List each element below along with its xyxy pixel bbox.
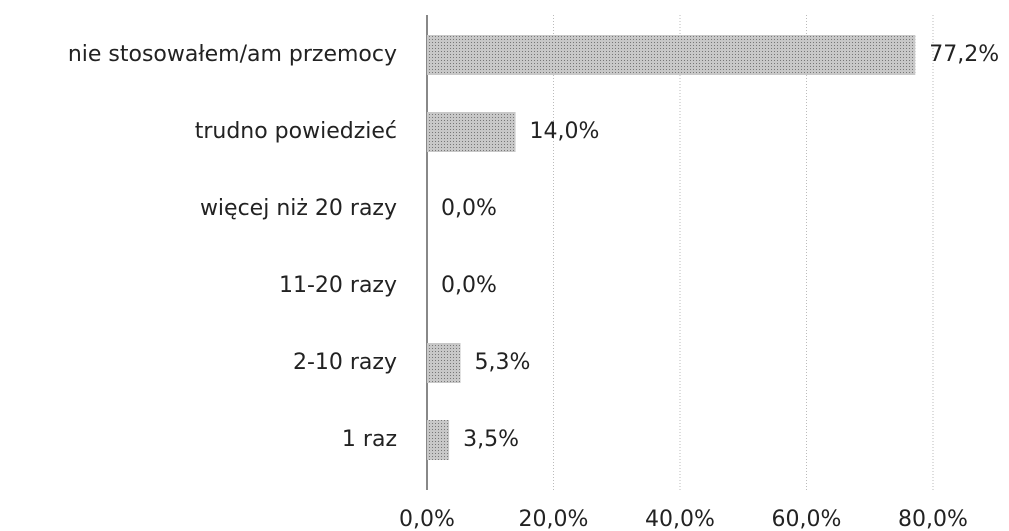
- bar: [427, 343, 461, 383]
- bar: [427, 112, 516, 152]
- y-tick-label: 1 raz: [342, 427, 397, 452]
- x-tick-label: 80,0%: [898, 507, 968, 531]
- data-label: 3,5%: [463, 427, 519, 452]
- bar: [427, 420, 450, 460]
- data-label: 0,0%: [441, 196, 497, 221]
- data-label: 5,3%: [475, 350, 531, 375]
- y-tick-label: trudno powiedzieć: [195, 119, 397, 144]
- data-label: 77,2%: [929, 42, 999, 67]
- data-label: 0,0%: [441, 273, 497, 298]
- x-tick-label: 0,0%: [399, 507, 455, 531]
- y-tick-label: 2-10 razy: [293, 350, 397, 375]
- data-label: 14,0%: [530, 119, 600, 144]
- y-tick-label: nie stosowałem/am przemocy: [68, 42, 397, 67]
- bar: [427, 35, 916, 75]
- x-tick-label: 40,0%: [645, 507, 715, 531]
- y-tick-label: więcej niż 20 razy: [200, 196, 397, 221]
- x-tick-label: 20,0%: [519, 507, 589, 531]
- x-tick-label: 60,0%: [772, 507, 842, 531]
- y-tick-label: 11-20 razy: [279, 273, 397, 298]
